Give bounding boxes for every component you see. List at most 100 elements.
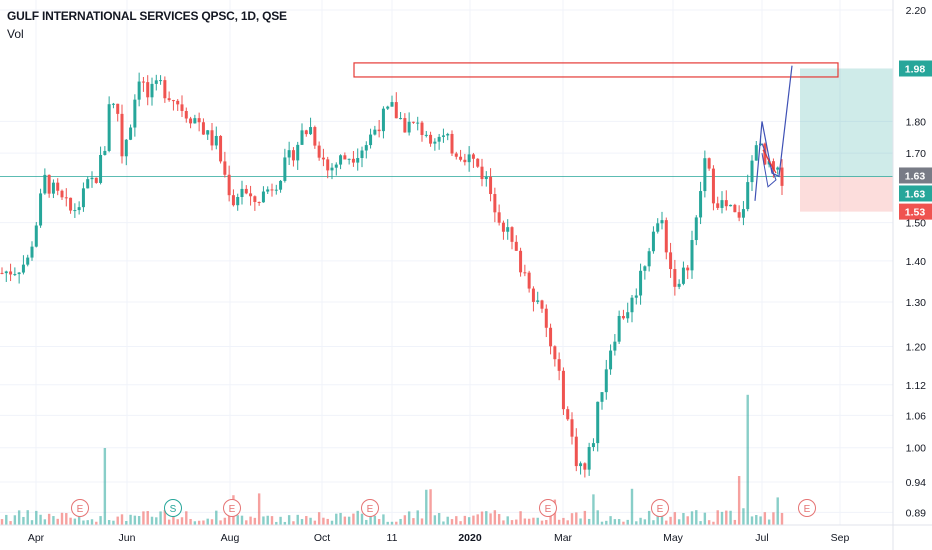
candle-body[interactable]	[527, 272, 531, 289]
candle-body[interactable]	[476, 158, 480, 167]
candle-body[interactable]	[197, 118, 201, 123]
candle-body[interactable]	[703, 158, 707, 192]
candle-body[interactable]	[159, 80, 163, 82]
candle-body[interactable]	[677, 283, 681, 287]
flag-red-line[interactable]	[762, 149, 777, 174]
candle-body[interactable]	[780, 167, 784, 186]
candle-body[interactable]	[617, 315, 621, 342]
candle-body[interactable]	[497, 212, 501, 223]
resistance-zone-rectangle[interactable]	[353, 62, 839, 78]
candle-body[interactable]	[510, 227, 514, 242]
candle-body[interactable]	[570, 419, 574, 437]
candle-body[interactable]	[236, 197, 240, 206]
candle-body[interactable]	[771, 161, 775, 170]
candle-body[interactable]	[133, 99, 137, 128]
candle-body[interactable]	[373, 129, 377, 135]
candle-body[interactable]	[463, 159, 467, 163]
candle-body[interactable]	[441, 135, 445, 137]
candle-body[interactable]	[437, 136, 441, 142]
candle-body[interactable]	[313, 127, 317, 146]
candle-body[interactable]	[596, 401, 600, 444]
candle-body[interactable]	[356, 158, 360, 163]
candle-body[interactable]	[446, 133, 450, 136]
candle-body[interactable]	[480, 166, 484, 180]
candle-body[interactable]	[154, 80, 158, 84]
candle-body[interactable]	[21, 264, 25, 273]
candle-body[interactable]	[69, 197, 73, 211]
candle-body[interactable]	[720, 200, 724, 208]
candle-body[interactable]	[150, 83, 154, 98]
candle-body[interactable]	[9, 271, 13, 275]
candle-body[interactable]	[566, 409, 570, 420]
candle-body[interactable]	[13, 274, 17, 276]
candle-body[interactable]	[343, 155, 347, 160]
candle-body[interactable]	[544, 308, 548, 328]
candle-body[interactable]	[351, 158, 355, 163]
candle-body[interactable]	[261, 191, 265, 203]
candle-body[interactable]	[471, 154, 475, 159]
candle-body[interactable]	[386, 106, 390, 109]
candle-body[interactable]	[583, 463, 587, 470]
candle-body[interactable]	[163, 80, 167, 99]
candle-body[interactable]	[600, 392, 604, 402]
candle-body[interactable]	[330, 167, 334, 171]
candle-body[interactable]	[274, 189, 278, 191]
candle-body[interactable]	[489, 176, 493, 195]
candle-body[interactable]	[223, 161, 227, 175]
candle-body[interactable]	[43, 174, 47, 194]
candle-body[interactable]	[450, 133, 454, 154]
event-marker-split[interactable]	[164, 499, 182, 517]
candle-body[interactable]	[484, 176, 488, 180]
projection-path-line[interactable]	[754, 65, 793, 201]
candle-body[interactable]	[390, 102, 394, 107]
candle-body[interactable]	[553, 346, 557, 360]
candle-body[interactable]	[51, 182, 55, 194]
candle-body[interactable]	[411, 121, 415, 123]
candle-body[interactable]	[257, 201, 261, 203]
candle-body[interactable]	[99, 154, 103, 183]
candle-body[interactable]	[664, 220, 668, 253]
candle-body[interactable]	[283, 157, 287, 181]
candle-body[interactable]	[630, 297, 634, 313]
candle-body[interactable]	[201, 122, 205, 135]
candle-body[interactable]	[501, 222, 505, 232]
candle-body[interactable]	[279, 180, 283, 190]
candle-body[interactable]	[81, 188, 85, 208]
candle-body[interactable]	[210, 130, 214, 146]
candle-body[interactable]	[266, 189, 270, 192]
candle-body[interactable]	[403, 118, 407, 133]
candle-body[interactable]	[129, 127, 133, 140]
candle-body[interactable]	[536, 300, 540, 302]
candle-body[interactable]	[733, 204, 737, 213]
candle-body[interactable]	[291, 150, 295, 161]
candle-body[interactable]	[47, 174, 51, 194]
candle-body[interactable]	[39, 193, 43, 226]
candle-body[interactable]	[369, 134, 373, 146]
candle-body[interactable]	[669, 252, 673, 270]
candle-body[interactable]	[270, 189, 274, 191]
candle-body[interactable]	[193, 118, 197, 124]
candle-body[interactable]	[231, 195, 235, 206]
candle-body[interactable]	[219, 135, 223, 162]
candle-body[interactable]	[287, 150, 291, 158]
candle-body[interactable]	[103, 150, 107, 155]
candle-body[interactable]	[17, 272, 21, 275]
candle-body[interactable]	[707, 158, 711, 169]
candle-body[interactable]	[377, 129, 381, 132]
candle-body[interactable]	[399, 118, 403, 120]
candle-body[interactable]	[741, 209, 745, 218]
candle-body[interactable]	[304, 130, 308, 135]
candle-body[interactable]	[347, 158, 351, 160]
candle-body[interactable]	[381, 108, 385, 132]
candle-body[interactable]	[673, 269, 677, 287]
candle-body[interactable]	[613, 341, 617, 351]
candle-body[interactable]	[176, 100, 180, 105]
candle-body[interactable]	[737, 212, 741, 218]
candle-body[interactable]	[656, 223, 660, 232]
event-marker-earnings[interactable]	[651, 499, 669, 517]
candle-body[interactable]	[407, 121, 411, 133]
candle-body[interactable]	[300, 130, 304, 145]
candle-body[interactable]	[531, 288, 535, 302]
candle-body[interactable]	[249, 193, 253, 197]
